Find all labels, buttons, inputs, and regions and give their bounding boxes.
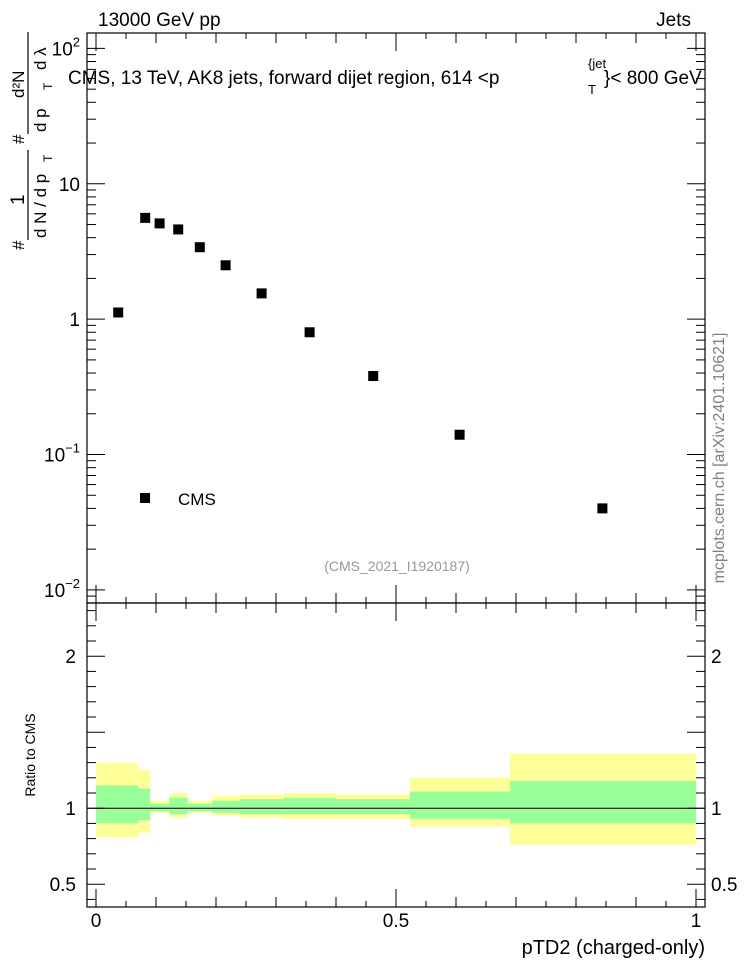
chart-title-sup: {jet <box>588 56 606 71</box>
ratio-band-inner-2 <box>150 803 170 812</box>
data-point <box>194 242 205 253</box>
data-point <box>173 224 184 235</box>
ratio-y-tick-label-right-1: 1 <box>711 799 722 820</box>
y-label-hash-1: # <box>9 240 28 250</box>
data-point <box>454 429 465 440</box>
chart-title-sub: T <box>588 82 596 97</box>
data-point <box>113 307 124 318</box>
y-label-dlambda: d λ <box>31 47 50 70</box>
legend-marker <box>140 493 150 503</box>
ratio-band-inner-7 <box>283 797 336 815</box>
x-tick-label-2: 1 <box>691 911 702 932</box>
data-points <box>113 212 608 514</box>
data-point <box>597 503 608 514</box>
ratio-band-inner-1 <box>138 788 150 821</box>
ratio-band-inner-8 <box>336 799 410 815</box>
x-tick-labels: 0 0.5 1 <box>91 911 702 932</box>
y-label-sub-t-2: T <box>41 82 55 90</box>
data-point <box>256 288 267 299</box>
main-y-tick-label-3: 10−1 <box>44 441 80 467</box>
x-tick-label-0: 0 <box>91 911 102 932</box>
data-point <box>304 327 315 338</box>
main-plot-frame <box>86 32 706 604</box>
y-label-hash-2: # <box>9 134 28 144</box>
main-y-tick-label-4: 10−2 <box>44 576 80 602</box>
ratio-band-inner-10 <box>510 780 696 824</box>
ratio-band-inner-6 <box>239 799 284 815</box>
chart-title-tail: }< 800 GeV <box>604 68 702 89</box>
side-label: mcplots.cern.ch [arXiv:2401.10621] <box>711 333 728 584</box>
ratio-y-tick-label-right-2: 0.5 <box>711 875 737 896</box>
main-y-tick-label-1: 10 <box>59 175 80 196</box>
ratio-y-tick-label-left-1: 1 <box>65 799 76 820</box>
chart-title-main: CMS, 13 TeV, AK8 jets, forward dijet reg… <box>68 68 499 89</box>
chart-title: CMS, 13 TeV, AK8 jets, forward dijet reg… <box>68 68 499 89</box>
y-label-one: 1 <box>8 194 29 205</box>
legend: CMS <box>140 490 216 509</box>
main-y-tick-label-0: 102 <box>52 34 80 60</box>
y-label-dpt: d p <box>31 108 50 132</box>
ratio-band-inner-4 <box>187 803 213 812</box>
x-axis-label: pTD2 (charged-only) <box>522 937 705 959</box>
category-label: Jets <box>656 10 691 31</box>
data-point <box>220 260 231 271</box>
data-point <box>154 218 165 229</box>
main-axis-ticks <box>87 33 705 604</box>
ratio-axis-ticks <box>87 603 705 907</box>
data-point <box>140 212 151 223</box>
ratio-y-tick-label-left-0: 2 <box>65 647 76 668</box>
ratio-band-inner-9 <box>409 791 510 819</box>
data-point <box>368 371 379 382</box>
ratio-band-inner-5 <box>212 800 240 813</box>
main-y-tick-label-2: 1 <box>69 310 80 331</box>
ratio-bands <box>96 753 696 845</box>
main-y-tick-labels: 102 10 1 10−1 10−2 <box>44 34 80 601</box>
ratio-y-tick-label-left-2: 0.5 <box>50 875 76 896</box>
ratio-y-tick-labels: 2 2 1 1 0.5 0.5 <box>50 647 738 896</box>
energy-label: 13000 GeV pp <box>98 10 221 31</box>
x-tick-label-1: 0.5 <box>383 911 409 932</box>
ratio-band-inner-0 <box>96 785 138 824</box>
ratio-y-axis-label: Ratio to CMS <box>22 713 38 796</box>
legend-label: CMS <box>178 490 216 509</box>
y-label-dndpt: d N / d p <box>31 174 50 238</box>
y-label-sub-t-1: T <box>41 154 55 162</box>
ratio-y-tick-label-right-0: 2 <box>711 647 722 668</box>
y-label-d2n: d²N <box>9 71 28 98</box>
y-axis-label: # 1 d N / d p T # d²N d p T d λ <box>8 32 55 250</box>
analysis-label: (CMS_2021_I1920187) <box>324 558 470 574</box>
ratio-band-inner-3 <box>169 797 188 815</box>
